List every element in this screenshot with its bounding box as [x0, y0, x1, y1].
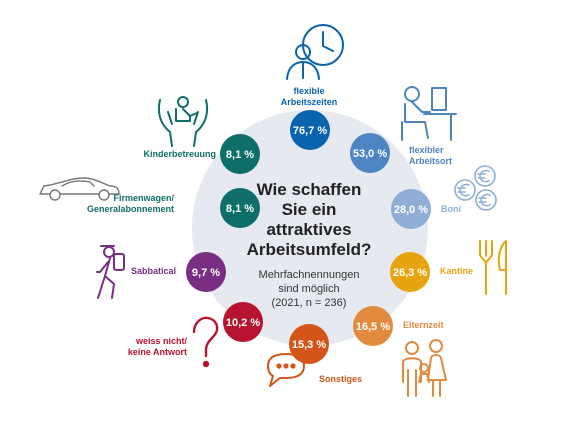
value-label: 8,1 % — [226, 149, 254, 161]
cutlery-icon — [479, 240, 507, 295]
bubble — [289, 324, 329, 364]
category-label: Kinderbetreuung — [143, 149, 216, 159]
hiker-icon — [96, 245, 125, 299]
value-label: 53,0 % — [353, 148, 387, 160]
bubble — [350, 133, 390, 173]
value-label: 8,1 % — [226, 203, 254, 215]
chart-title-line: Wie schaffen — [257, 180, 362, 199]
chart-title-group: Wie schaffen Sie ein attraktives Arbeits… — [247, 180, 372, 309]
clock-person-icon — [286, 24, 344, 80]
bubble-group: 76,7 % 53,0 % 28,0 % 26,3 % 16,5 % 15,3 % 10,2… — [186, 110, 431, 364]
category-label: flexible — [293, 86, 324, 96]
bubble — [186, 252, 226, 292]
question-mark-icon — [192, 316, 219, 368]
chart-subtitle-line: sind möglich — [278, 283, 339, 295]
value-label: 16,5 % — [356, 321, 390, 333]
bubble — [353, 306, 393, 346]
category-label: Sabbatical — [131, 266, 176, 276]
desk-worker-icon — [401, 86, 457, 141]
chart-title-line: attraktives — [266, 220, 351, 239]
category-label: Firmenwagen/ — [113, 193, 174, 203]
childcare-hands-icon — [157, 96, 209, 147]
icon-group — [39, 24, 507, 397]
value-label: 26,3 % — [393, 267, 427, 279]
value-label: 28,0 % — [394, 204, 428, 216]
category-label: Elternzeit — [403, 320, 444, 330]
family-icon — [402, 339, 447, 397]
bubble — [220, 134, 260, 174]
bubble — [223, 302, 263, 342]
category-label: Sonstiges — [319, 374, 362, 384]
chart-subtitle-line: (2021, n = 236) — [272, 297, 347, 309]
bubble — [390, 252, 430, 292]
value-label: 9,7 % — [192, 267, 220, 279]
category-label: Arbeitsort — [409, 156, 452, 166]
speech-bubble-icon — [267, 353, 305, 387]
car-icon — [39, 177, 120, 201]
chart-title-line: Sie ein — [282, 200, 337, 219]
category-label: keine Antwort — [128, 347, 187, 357]
category-label: Kantine — [440, 266, 473, 276]
bubble — [290, 110, 330, 150]
category-label: Boni — [441, 204, 461, 214]
category-label: flexibler — [409, 145, 444, 155]
category-label: Generalabonnement — [87, 204, 174, 214]
bubble — [220, 188, 260, 228]
value-label: 76,7 % — [293, 125, 327, 137]
value-label: 15,3 % — [292, 339, 326, 351]
bubble — [391, 189, 431, 229]
chart-title-line: Arbeitsumfeld? — [247, 240, 372, 259]
category-label: weiss nicht/ — [135, 336, 188, 346]
euro-coins-icon — [454, 165, 497, 211]
chart-subtitle-line: Mehrfachnennungen — [259, 269, 360, 281]
category-label: Arbeitszeiten — [281, 97, 338, 107]
value-label: 10,2 % — [226, 317, 260, 329]
